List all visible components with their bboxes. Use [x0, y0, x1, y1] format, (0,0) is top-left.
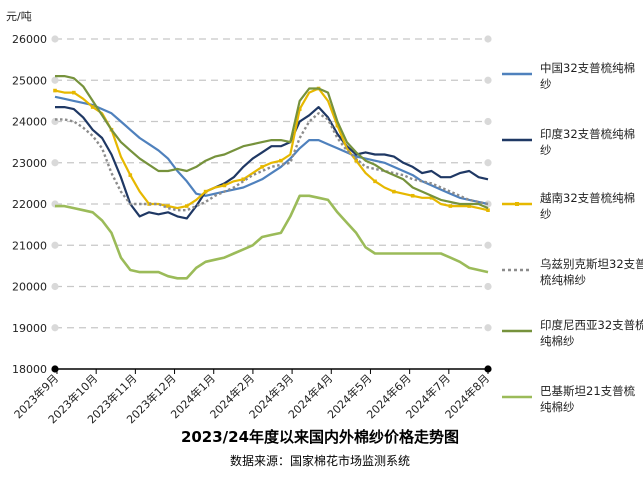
series-marker — [203, 189, 208, 194]
legend-label: 印度尼西亚32支普梳纯棉纱 — [540, 318, 643, 348]
gridline-end-dot — [51, 76, 59, 84]
gridline-end-dot — [51, 159, 59, 167]
gridline-end-dot — [484, 241, 492, 249]
series-line — [54, 95, 489, 206]
y-tick-label: 19000 — [12, 322, 47, 335]
series-marker — [486, 208, 490, 212]
y-tick-label: 18000 — [12, 363, 47, 376]
legend-label: 印度32支普梳纯棉纱 — [540, 127, 635, 157]
series-line — [55, 112, 489, 212]
source-note: 数据来源：国家棉花市场监测系统 — [230, 453, 410, 468]
legend-label: 乌兹别克斯坦32支普梳纯棉纱 — [540, 257, 643, 287]
gridline-end-dot — [51, 282, 59, 291]
series-marker — [279, 158, 283, 163]
series-marker — [184, 204, 189, 208]
gridline-end-dot — [484, 282, 492, 291]
unit-label: 元/吨 — [6, 10, 32, 23]
series-marker — [128, 173, 133, 177]
series-marker — [354, 158, 359, 163]
plot-area — [53, 74, 490, 280]
y-tick-label: 26000 — [12, 33, 47, 46]
series-marker — [297, 107, 302, 111]
chart-title: 2023/24年度以来国内外棉纱价格走势图 — [181, 428, 459, 446]
series-marker — [335, 123, 340, 128]
y-tick-label: 20000 — [12, 281, 47, 294]
y-tick-label: 23000 — [12, 157, 47, 170]
legend: 中国32支普梳纯棉纱印度32支普梳纯棉纱越南32支普梳纯棉纱乌兹别克斯坦32支普… — [502, 61, 643, 414]
y-axis: 26000 25000 24000 23000 22000 21000 20000 19000… — [12, 33, 47, 376]
y-tick-label: 22000 — [12, 198, 47, 211]
x-axis: 2023年9月2023年10月2023年11月2023年12月2024年1月20… — [11, 365, 492, 426]
legend-label: 越南32支普梳纯棉纱 — [540, 191, 635, 221]
gridline-end-dot — [484, 76, 492, 84]
series-line — [55, 194, 489, 280]
series-marker — [222, 183, 227, 188]
series-marker — [392, 189, 396, 194]
series-marker — [373, 179, 377, 184]
series-marker — [90, 105, 95, 109]
series-marker — [166, 204, 170, 208]
gridline-end-dot — [51, 324, 59, 332]
legend-marker — [515, 202, 519, 206]
series-marker — [260, 165, 264, 169]
series-marker — [429, 196, 434, 200]
series-line — [54, 87, 489, 212]
series-line — [55, 74, 489, 210]
legend-label: 巴基斯坦21支普梳纯棉纱 — [540, 384, 636, 414]
legend-label: 中国32支普梳纯棉纱 — [540, 61, 635, 91]
series-marker — [410, 193, 415, 198]
y-tick-label: 25000 — [12, 74, 47, 87]
y-tick-label: 21000 — [12, 239, 47, 252]
series-marker — [467, 204, 471, 208]
gridline-end-dot — [51, 241, 59, 249]
gridline-end-dot — [484, 324, 492, 332]
gridline-end-dot — [484, 117, 492, 126]
series-marker — [448, 204, 453, 208]
series-marker — [53, 88, 57, 93]
axis-origin-dot — [51, 365, 59, 373]
y-tick-label: 24000 — [12, 116, 47, 129]
series-marker — [72, 90, 76, 95]
series-line — [55, 105, 489, 220]
series-marker — [241, 177, 246, 182]
gridline-end-dot — [51, 35, 59, 43]
gridline-end-dot — [484, 35, 492, 43]
gridline-end-dot — [484, 159, 492, 167]
